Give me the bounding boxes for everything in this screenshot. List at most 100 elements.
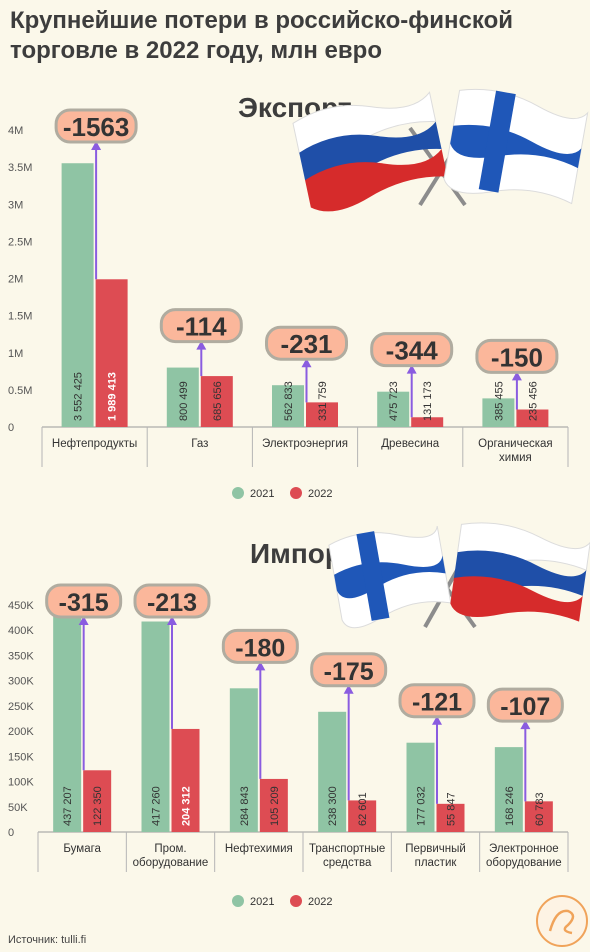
category-label: Первичный	[405, 843, 466, 855]
y-tick-label: 1M	[8, 348, 23, 360]
category-label: Нефтехимия	[225, 843, 293, 855]
legend-swatch-2021	[232, 895, 244, 907]
loss-label: -107	[500, 693, 550, 721]
loss-label: -213	[147, 589, 197, 617]
category-label: оборудование	[486, 857, 562, 869]
y-tick-label: 2M	[8, 274, 23, 286]
data-label-2021: 238 300	[327, 786, 339, 826]
bar-2021	[61, 163, 94, 428]
data-label-2021: 385 455	[493, 381, 505, 421]
data-label-2021: 177 032	[416, 786, 428, 826]
data-label-2021: 3 552 425	[73, 372, 85, 421]
bar-2022	[411, 417, 444, 427]
y-tick-label: 200K	[8, 726, 34, 738]
bar-2021	[53, 611, 82, 832]
bar-2022	[306, 402, 338, 427]
data-label-2022: 55 847	[446, 792, 458, 826]
loss-label: -121	[412, 689, 462, 717]
y-tick-label: 300K	[8, 676, 34, 688]
y-tick-label: 3.5M	[8, 162, 32, 174]
loss-arrowhead	[343, 684, 354, 694]
bar-2022	[95, 279, 128, 427]
y-tick-label: 1.5M	[8, 311, 32, 323]
loss-badge	[159, 308, 243, 344]
category-label: Бумага	[63, 843, 101, 855]
bar-2022	[171, 728, 200, 832]
bar-2022	[524, 801, 553, 832]
data-label-2022: 685 656	[212, 381, 224, 421]
data-label-2021: 562 833	[283, 381, 295, 421]
category-label: оборудование	[133, 857, 209, 869]
y-tick-label: 150K	[8, 751, 34, 763]
loss-label: -344	[386, 336, 439, 366]
loss-label: -114	[176, 312, 227, 342]
loss-badge	[54, 108, 138, 144]
category-label: пластик	[415, 857, 458, 869]
bar-2022	[200, 376, 233, 427]
loss-label: -180	[235, 634, 285, 662]
bar-2022	[436, 803, 465, 832]
data-label-2021: 284 843	[239, 786, 251, 826]
bar-2021	[494, 747, 523, 832]
y-tick-label: 3M	[8, 199, 23, 211]
data-label-2022: 60 783	[534, 792, 546, 826]
bar-2021	[166, 367, 199, 427]
loss-arrowhead	[78, 616, 89, 625]
y-tick-label: 0	[8, 422, 14, 434]
loss-arrowhead	[167, 616, 177, 625]
loss-badge	[265, 325, 348, 361]
bar-2022	[259, 778, 288, 832]
legend-swatch-2022	[290, 487, 302, 499]
bar-2022	[516, 409, 549, 427]
data-label-2022: 204 312	[181, 786, 193, 826]
data-label-2022: 1 989 413	[107, 372, 119, 421]
loss-arrowhead	[301, 358, 312, 368]
loss-badge	[370, 332, 454, 368]
loss-arrowhead	[511, 371, 522, 381]
y-tick-label: 450K	[8, 600, 34, 612]
data-label-2022: 105 209	[269, 786, 281, 826]
loss-badge	[221, 628, 299, 664]
loss-badge	[486, 687, 564, 723]
y-tick-label: 0	[8, 827, 14, 839]
crossed-flags-import-icon	[328, 522, 590, 629]
category-label: Органическая	[478, 438, 553, 450]
y-tick-label: 4M	[8, 125, 23, 137]
bar-2021	[406, 742, 435, 832]
loss-badge	[133, 583, 211, 619]
legend-swatch-2022	[290, 895, 302, 907]
loss-badge	[45, 583, 123, 619]
data-label-2022: 331 759	[317, 381, 329, 421]
crossed-flags-export-icon	[292, 88, 589, 212]
bar-2021	[377, 391, 410, 427]
legend-label-2021: 2021	[250, 896, 274, 908]
bar-2021	[318, 711, 347, 832]
loss-arrowhead	[196, 340, 207, 350]
loss-label: -1563	[63, 112, 130, 142]
bar-2021	[229, 688, 258, 832]
loss-arrowhead	[406, 364, 417, 374]
category-label: Газ	[191, 438, 208, 450]
loss-arrowhead	[91, 141, 102, 150]
y-tick-label: 350K	[8, 650, 34, 662]
export-chart: 0 0.5M 1M 1.5M 2M 2.5M 3M 3.5M 4M 3 552 425 1 989 …	[8, 108, 569, 500]
y-tick-label: 2.5M	[8, 236, 32, 248]
loss-label: -150	[491, 342, 543, 372]
data-label-2022: 131 173	[422, 381, 434, 421]
loss-badge	[398, 683, 476, 719]
category-label: Электроэнергия	[262, 438, 348, 450]
data-label-2022: 122 350	[92, 786, 104, 826]
loss-label: -315	[59, 589, 109, 617]
category-label: Нефтепродукты	[52, 438, 137, 450]
category-label: средства	[323, 857, 372, 869]
loss-arrowhead	[255, 661, 266, 671]
legend-label-2022: 2022	[308, 488, 332, 500]
loss-arrowhead	[432, 715, 442, 725]
category-label: химия	[499, 452, 532, 464]
data-label-2022: 62 601	[357, 792, 369, 826]
legend-label-2021: 2021	[250, 488, 274, 500]
loss-badge	[475, 338, 559, 374]
loss-label: -175	[324, 658, 374, 686]
data-label-2021: 800 499	[178, 381, 190, 421]
